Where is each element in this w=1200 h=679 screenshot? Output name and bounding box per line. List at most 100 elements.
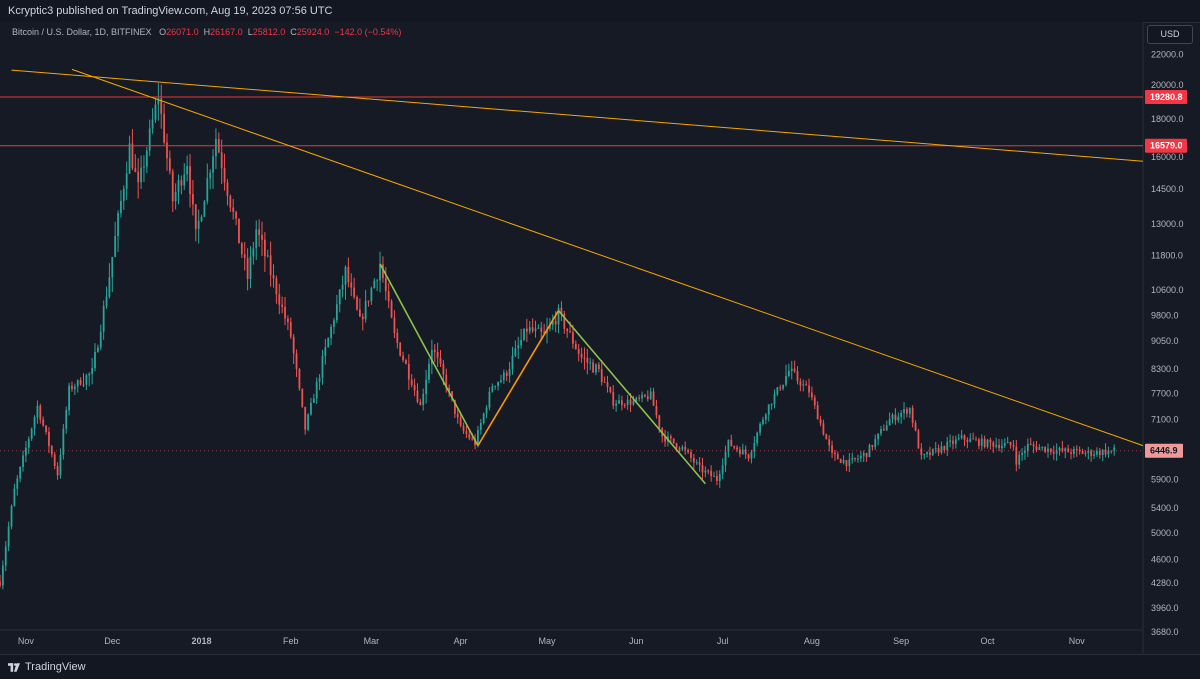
candle [278,283,281,315]
candle-body [713,476,715,478]
zigzag-segment[interactable] [379,263,479,446]
candle-body [462,425,465,432]
level-price-tag-label: 19280.8 [1150,92,1183,102]
candle-body [209,172,212,179]
candle [517,336,520,359]
candle [834,449,836,461]
candle [664,429,666,447]
candle-body [272,275,275,279]
candle-body [459,417,462,426]
candle-body [1032,444,1035,447]
candle [747,453,750,462]
candle-body [1018,454,1021,465]
zigzag-segment[interactable] [477,310,560,447]
candle-body [998,444,1000,449]
candle [10,504,13,530]
time-tick-label: Mar [364,636,380,646]
candle [724,445,727,472]
candle-body [779,387,782,389]
price-chart[interactable]: 22000.0 20000.0 18000.0 16000.0 14500.0 13000… [0,22,1200,654]
candle [76,379,79,393]
candle-body [448,387,451,392]
candle-body [1058,447,1061,451]
trendline[interactable] [71,68,1144,447]
candle-body [1003,443,1006,446]
change-value: −142.0 (−0.54%) [334,27,402,37]
candle [1090,448,1093,462]
candle-body [27,438,30,448]
zigzag-segment[interactable] [557,310,706,485]
candle-body [157,98,160,105]
time-axis[interactable]: Nov Dec 2018 Feb Mar Apr May Jun Jul Aug Sep Oct Nov [18,636,1085,646]
candle [505,370,508,382]
currency-button[interactable]: USD [1147,25,1193,44]
publish-bar: Kcryptic3 published on TradingView.com, … [0,0,1200,23]
candle [258,219,261,247]
candle-body [275,278,278,295]
candle-body [652,391,655,406]
candle-body [1113,447,1116,451]
candle-body [249,256,252,280]
candle-body [367,300,370,302]
candle [543,323,546,334]
candle-body [834,452,836,455]
candle-body [197,220,200,229]
candle-body [992,442,995,447]
candle [19,466,22,483]
price-tick-label: 20000.0 [1151,80,1184,90]
price-tick-label: 22000.0 [1151,49,1184,59]
candle [949,434,951,448]
candle-body [710,470,713,477]
candle-body [989,439,992,443]
candle [767,404,770,422]
candle-body [284,306,286,319]
candle [407,354,410,390]
candle [439,349,442,368]
candle-body [972,438,975,440]
candle-body [76,380,79,387]
candle-body [511,355,514,369]
candle [1021,447,1023,461]
price-axis[interactable]: 22000.0 20000.0 18000.0 16000.0 14500.0 13000… [1145,49,1187,637]
candle [209,169,212,190]
candle [327,337,330,348]
candle-body [166,142,168,159]
candle [586,348,589,375]
candle-body [1041,446,1044,448]
candle-body [203,201,206,217]
candle [799,378,802,392]
candle [1032,441,1035,454]
candle [779,384,782,392]
candle [22,450,24,472]
candle-body [557,307,560,325]
candle [733,445,736,450]
candle-body [859,455,862,459]
candle [120,190,122,218]
candle-body [338,289,341,305]
candle-body [528,327,531,332]
candle [482,412,485,425]
trendline[interactable] [11,69,1144,162]
candle-body [756,432,759,444]
candle [937,444,940,456]
candle-body [1015,446,1018,465]
candle [831,440,833,459]
candle [857,454,859,463]
drawings-layer [11,68,1144,485]
candle-body [433,349,436,353]
candle-body [4,546,7,566]
candle-body [592,362,594,373]
candle-body [618,400,620,404]
candle [318,374,321,391]
tradingview-logo[interactable]: TradingView [8,661,86,673]
candle [762,416,764,426]
candle [39,403,42,424]
candle [649,387,652,401]
candle-body [914,422,917,431]
candle [946,437,949,457]
candle-body [995,444,998,447]
candle [128,135,131,175]
candle-body [292,336,295,354]
candle [563,310,566,334]
candle [704,466,707,478]
